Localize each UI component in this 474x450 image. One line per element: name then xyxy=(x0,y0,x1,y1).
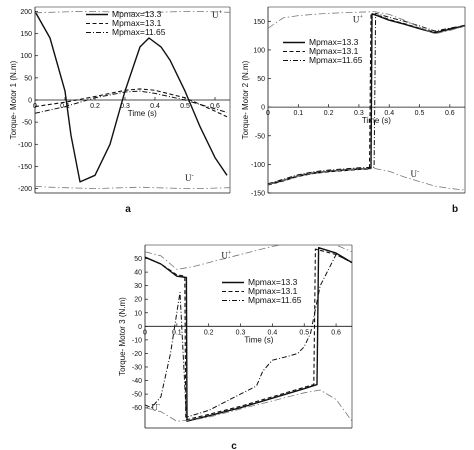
y-axis-label: Torque- Motor 2 (N.m) xyxy=(241,60,250,139)
y-tick-label: 150 xyxy=(20,31,32,38)
chart-panel-a: 0.1 0.2 0.3 0.4 0.5 0.60200150100500-50-100-1… xyxy=(9,6,231,215)
bound-label-sup: + xyxy=(228,250,232,257)
x-tick-label: 0.6 xyxy=(445,110,455,117)
y-tick-label: 20 xyxy=(134,297,142,304)
legend-entry-label: Mpmax=13.1 xyxy=(112,18,162,28)
series-line-dashdot-2 xyxy=(268,12,465,185)
series-line-bound-3 xyxy=(145,245,352,270)
series-line-solid-0 xyxy=(268,13,465,186)
series-line-dashdot-2 xyxy=(145,254,352,418)
y-tick-label: -100 xyxy=(18,142,32,149)
legend-entry-label: Mpmax=13.1 xyxy=(248,286,298,296)
y-tick-label: 50 xyxy=(257,76,265,83)
x-tick-label: 0.4 xyxy=(268,329,278,336)
x-tick-label: 0.3 xyxy=(120,103,130,110)
y-tick-label: 0 xyxy=(138,324,142,331)
series-line-dashed-1 xyxy=(268,12,465,186)
series-line-solid-0 xyxy=(145,246,352,422)
x-tick-label: 0.1 xyxy=(293,110,303,117)
bound-label-1: U- xyxy=(410,168,419,179)
bound-label-1: U- xyxy=(185,172,194,183)
y-tick-label: 200 xyxy=(20,9,32,16)
bound-label-sup: + xyxy=(359,13,363,20)
y-tick-label: -30 xyxy=(132,365,142,372)
legend-entry-label: Mpmax=11.65 xyxy=(309,55,363,65)
y-tick-label: 150 xyxy=(253,19,265,26)
bound-label-sup: + xyxy=(219,9,223,16)
x-tick-label: 0.6 xyxy=(331,329,341,336)
bound-label-sup: - xyxy=(192,172,194,179)
series-line-bound-3 xyxy=(268,11,465,35)
y-tick-label: -50 xyxy=(22,120,32,127)
series-line-bound-4 xyxy=(35,186,230,190)
series-line-bound-4 xyxy=(268,167,465,191)
legend-entry-label: Mpmax=13.3 xyxy=(309,37,359,47)
y-tick-label: -150 xyxy=(251,191,265,198)
panel-label: a xyxy=(125,204,131,215)
x-tick-label: 0.2 xyxy=(90,103,100,110)
y-tick-label: -10 xyxy=(132,337,142,344)
y-tick-label: -60 xyxy=(132,405,142,412)
series-line-dashed-1 xyxy=(145,248,352,421)
legend-entry-label: Mpmax=11.65 xyxy=(248,295,302,305)
y-tick-label: 30 xyxy=(134,283,142,290)
y-tick-label: 10 xyxy=(134,310,142,317)
series-line-bound-3 xyxy=(35,10,230,14)
y-tick-label: -50 xyxy=(255,133,265,140)
bound-label-1: U- xyxy=(151,401,160,412)
series-line-dashed-1 xyxy=(35,88,228,118)
y-tick-label: 40 xyxy=(134,270,142,277)
x-tick-label: 0.5 xyxy=(299,329,309,336)
y-axis-label: Torque- Motor 3 (N.m) xyxy=(118,297,127,376)
panel-label: b xyxy=(452,204,458,215)
y-axis-label: Torque- Motor 1 (N.m) xyxy=(9,60,18,139)
y-tick-label: 0 xyxy=(28,98,32,105)
x-tick-label: 0.6 xyxy=(210,103,220,110)
x-tick-label-origin: 0 xyxy=(143,329,147,336)
series-line-bound-4 xyxy=(145,389,352,422)
y-tick-label: -50 xyxy=(132,392,142,399)
y-tick-label: -200 xyxy=(18,186,32,193)
bound-label-0: U+ xyxy=(212,9,223,20)
legend-entry-label: Mpmax=11.65 xyxy=(112,27,166,37)
y-tick-label: -150 xyxy=(18,164,32,171)
x-tick-label: 0.2 xyxy=(324,110,334,117)
x-tick-label: 0.3 xyxy=(354,110,364,117)
x-tick-label: 0.5 xyxy=(415,110,425,117)
x-axis-label: Time (s) xyxy=(128,109,157,118)
x-tick-label: 0.1 xyxy=(172,329,182,336)
y-tick-label: 50 xyxy=(134,256,142,263)
x-tick-label-origin: 0 xyxy=(266,110,270,117)
y-tick-label: -20 xyxy=(132,351,142,358)
y-tick-label: -100 xyxy=(251,162,265,169)
y-tick-label: 100 xyxy=(253,47,265,54)
x-tick-label: 0.5 xyxy=(180,103,190,110)
x-axis-label: Time (s) xyxy=(362,116,391,125)
chart-panel-b: 0.1 0.2 0.3 0.4 0.5 0.6 0 150 100 50 0 -50 -100 -150 T… xyxy=(241,6,466,215)
x-tick-label: 0.2 xyxy=(204,329,214,336)
y-tick-label: 100 xyxy=(20,53,32,60)
x-axis-label: Time (s) xyxy=(244,335,273,344)
panel-label: c xyxy=(231,441,237,450)
legend-entry-label: Mpmax=13.3 xyxy=(248,277,298,287)
x-tick-label: 0.4 xyxy=(150,103,160,110)
series-line-solid-0 xyxy=(35,11,228,183)
bound-label-0: U+ xyxy=(353,13,364,24)
legend-entry-label: Mpmax=13.3 xyxy=(112,9,162,19)
x-tick-label: 0.4 xyxy=(384,110,394,117)
y-tick-label: 0 xyxy=(261,105,265,112)
bound-label-0: U+ xyxy=(221,250,232,261)
bound-label-sup: - xyxy=(417,168,419,175)
y-tick-label: -40 xyxy=(132,378,142,385)
bound-label-sup: - xyxy=(158,401,160,408)
chart-panel-c: 0.1 0.2 0.3 0.4 0.5 0.6050403020100-10-20-30-… xyxy=(118,244,353,450)
legend-entry-label: Mpmax=13.1 xyxy=(309,46,359,56)
x-tick-label: 0.3 xyxy=(236,329,246,336)
y-tick-label: 50 xyxy=(24,75,32,82)
